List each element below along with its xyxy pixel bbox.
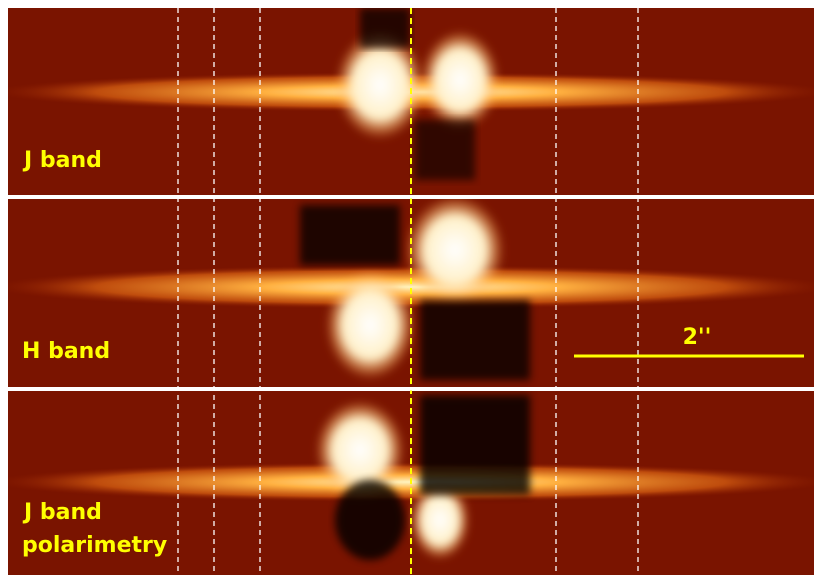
- panel-label: polarimetry: [22, 533, 167, 558]
- panel-label: J band: [22, 148, 102, 173]
- scale-label: 2'': [683, 325, 712, 350]
- panel-j: [0, 8, 814, 195]
- figure: J band H band 2'' J band polarimetry: [0, 0, 814, 577]
- panel-label: J band: [22, 500, 102, 525]
- panel-h: [0, 195, 814, 387]
- panel-label: H band: [22, 339, 110, 364]
